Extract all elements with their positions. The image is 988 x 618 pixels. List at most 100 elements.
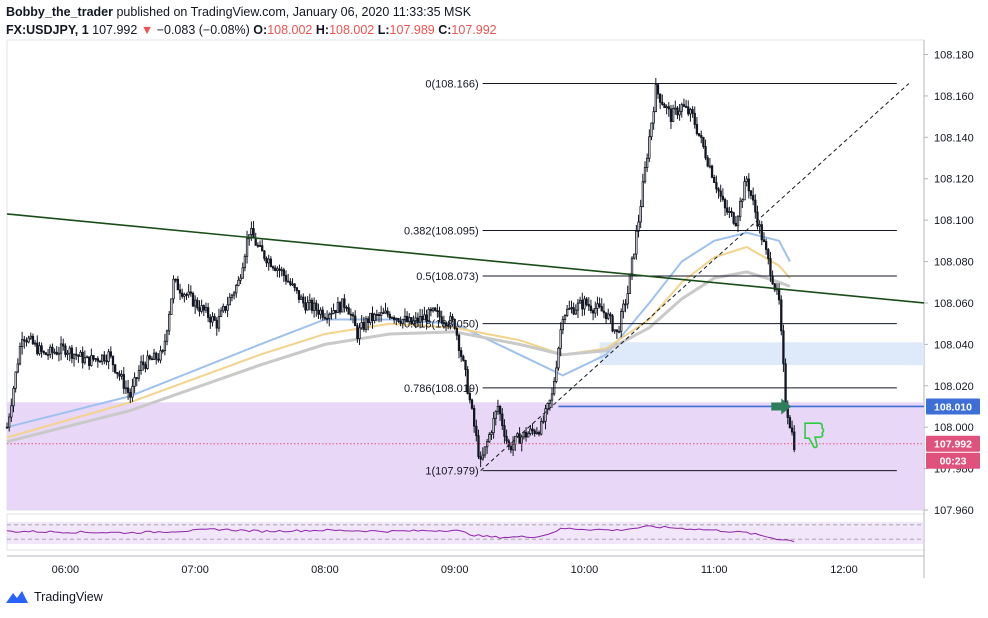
candle-body [42, 350, 45, 354]
candle-body [715, 182, 718, 190]
candle-body [364, 318, 368, 330]
candle-body [237, 279, 240, 286]
candle-body [25, 340, 28, 343]
candle-body [384, 310, 387, 314]
candle-body [371, 312, 374, 321]
candle-body [453, 318, 456, 329]
candle-body [92, 355, 95, 360]
candle-body [267, 258, 270, 264]
candle-body [280, 269, 283, 272]
candle-body [172, 278, 175, 300]
candle-body [148, 355, 151, 360]
candle-body [719, 190, 722, 197]
candle-body [596, 303, 599, 309]
candle-body [700, 135, 703, 138]
candle-body [189, 291, 192, 294]
price-chart[interactable]: 0(108.166) 0.382(108.095) 0.5(108.073) 0.61… [0, 0, 988, 590]
candle-body [161, 350, 164, 353]
candle-body [533, 430, 536, 434]
candle-body [14, 371, 17, 389]
trendline[interactable] [6, 213, 925, 304]
candle-body [23, 339, 26, 342]
candle-body [235, 285, 238, 294]
level-price-tag: 108.010 [934, 401, 972, 413]
candle-body [565, 308, 569, 316]
candle-body [386, 310, 389, 315]
zone-demand [7, 402, 924, 510]
candle-body [723, 199, 727, 209]
candle-body [739, 201, 742, 218]
fib-level-label: 0.382(108.095) [404, 225, 479, 237]
candle-body [622, 303, 625, 312]
candle-body [178, 289, 182, 294]
candle-body [654, 84, 657, 113]
y-tick-label: 108.100 [934, 215, 974, 227]
candle-body [641, 181, 645, 207]
candle-body [206, 307, 210, 318]
tradingview-footer[interactable]: TradingView [6, 590, 103, 604]
candle-body [232, 292, 236, 296]
candle-body [85, 356, 89, 359]
candle-body [226, 304, 229, 311]
candle-body [379, 312, 383, 317]
candle-body [678, 110, 681, 116]
y-tick-label: 108.080 [934, 257, 974, 269]
candle-body [490, 432, 493, 435]
candle-body [165, 330, 169, 342]
candle-body [676, 107, 679, 116]
candle-body [576, 302, 580, 311]
candle-body [427, 308, 430, 322]
fib-level-label: 0.618(108.050) [404, 319, 479, 331]
candle-body [559, 329, 562, 349]
candle-body [423, 314, 426, 321]
candle-body [306, 302, 309, 311]
candle-body [124, 387, 128, 390]
candle-body [354, 315, 357, 327]
candle-body [405, 315, 409, 322]
candle-body [656, 84, 660, 95]
x-tick-label: 09:00 [441, 564, 469, 576]
candle-body [133, 377, 136, 387]
candle-body [310, 299, 314, 311]
candle-body [503, 425, 506, 437]
candle-body [485, 441, 489, 448]
candle-body [72, 353, 76, 359]
candle-body [122, 374, 125, 389]
candle-body [648, 136, 651, 159]
candle-body [336, 302, 340, 314]
candle-body [137, 370, 141, 379]
fib-diagonal-line[interactable] [480, 83, 910, 472]
fib-level-label: 0.786(108.019) [404, 383, 479, 395]
chart-header: Bobby_the_trader published on TradingVie… [6, 3, 906, 39]
candle-body [585, 298, 588, 305]
candle-body [40, 345, 43, 352]
candle-body [81, 351, 84, 364]
candle-body [66, 352, 69, 355]
candle-body [8, 416, 11, 428]
candle-body [589, 305, 593, 311]
x-tick-label: 12:00 [830, 564, 858, 576]
candle-body [284, 275, 288, 282]
x-tick-label: 10:00 [571, 564, 599, 576]
candle-body [431, 307, 435, 312]
candle-body [94, 358, 97, 360]
candle-body [27, 337, 30, 343]
candle-body [728, 211, 731, 213]
candle-body [546, 402, 549, 410]
candle-body [390, 317, 394, 319]
candle-body [457, 334, 461, 351]
author-name[interactable]: Bobby_the_trader [6, 5, 113, 19]
candle-body [583, 298, 586, 310]
published-text: published on TradingView.com, January 06… [116, 5, 472, 19]
last-price: 107.992 [92, 23, 138, 37]
candle-body [256, 244, 260, 247]
candle-body [343, 298, 346, 308]
candle-body [630, 257, 634, 275]
candle-body [135, 377, 138, 380]
candle-body [79, 351, 82, 357]
candle-body [494, 410, 497, 419]
candle-body [600, 305, 603, 312]
tradingview-brand: TradingView [34, 590, 103, 604]
candle-body [269, 258, 273, 268]
candle-body [230, 294, 234, 298]
